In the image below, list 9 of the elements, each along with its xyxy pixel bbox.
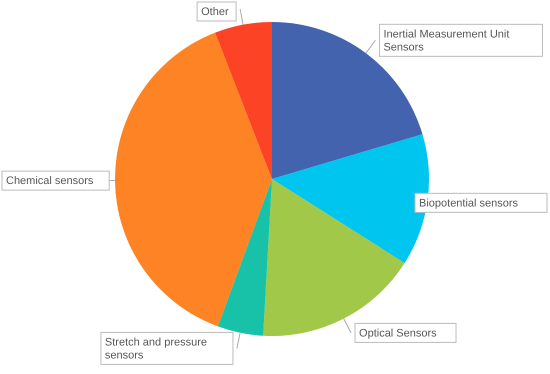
pie-slice: [215, 22, 272, 179]
slice-label: Stretch and pressure sensors: [104, 336, 208, 362]
slice-label: Chemical sensors: [6, 175, 94, 188]
slice-label: Other: [201, 6, 229, 18]
pie-slice: [115, 32, 272, 326]
slice-label: Biopotential sensors: [419, 197, 519, 210]
pie-slice: [218, 179, 272, 336]
slice-label: Inertial Measurement Unit Sensors: [383, 28, 510, 54]
slice-label: Optical Sensors: [359, 327, 438, 340]
